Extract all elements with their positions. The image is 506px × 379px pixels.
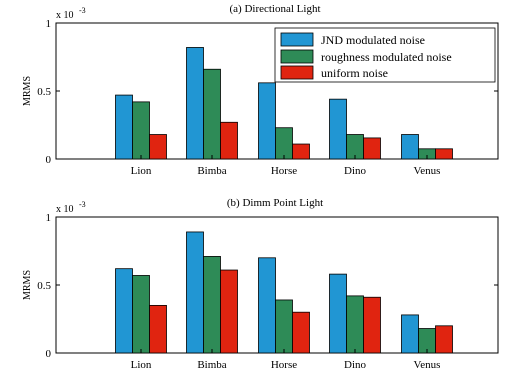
bars-group <box>115 47 453 160</box>
x-tick-label: Lion <box>131 359 152 371</box>
y-tick-label: 1 <box>46 212 52 224</box>
bar-horse-1 <box>258 257 276 354</box>
bar-dino-3 <box>363 296 381 354</box>
y-ticks: 00.51 <box>37 212 498 360</box>
bar-lion-2 <box>132 275 150 354</box>
legend-swatch-roughness <box>280 49 314 64</box>
bar-lion-3 <box>149 134 167 160</box>
bar-horse-1 <box>258 82 276 160</box>
y-ticks: 00.51 <box>37 18 498 166</box>
bar-bimba-2 <box>203 68 221 160</box>
bar-venus-3 <box>435 325 453 354</box>
bar-venus-3 <box>435 148 453 160</box>
y-tick-label: 0.5 <box>37 280 51 292</box>
bar-venus-1 <box>401 314 419 354</box>
x-tick-label: Bimba <box>197 165 226 177</box>
y-tick-label: 0.5 <box>37 86 51 98</box>
bar-bimba-3 <box>220 269 238 354</box>
x-tick-label: Venus <box>414 165 441 177</box>
bar-dino-1 <box>329 98 347 160</box>
bar-dino-2 <box>346 295 364 354</box>
y-axis-label: MRMS <box>22 270 33 300</box>
legend-label-jnd: JND modulated noise <box>321 33 425 47</box>
bars-group <box>115 231 453 354</box>
legend-swatch-uniform <box>280 65 314 80</box>
bar-lion-1 <box>115 94 133 160</box>
bar-bimba-2 <box>203 256 221 354</box>
x-tick-label: Horse <box>271 359 297 371</box>
chart-panel-a: (a) Directional Light x 10 -3 MRMS 00.51… <box>22 3 499 177</box>
x-tick-label: Horse <box>271 165 297 177</box>
legend-label-roughness: roughness modulated noise <box>321 50 452 64</box>
y-axis-label: MRMS <box>22 76 33 106</box>
x-tick-label: Venus <box>414 359 441 371</box>
bar-bimba-1 <box>186 231 204 354</box>
bar-venus-1 <box>401 134 419 160</box>
x-tick-label: Lion <box>131 165 152 177</box>
chart-title: (b) Dimm Point Light <box>227 197 323 209</box>
x-tick-label: Bimba <box>197 359 226 371</box>
chart-panel-b: (b) Dimm Point Light x 10 -3 MRMS 00.51 … <box>22 197 499 371</box>
bar-horse-3 <box>292 143 310 160</box>
bar-bimba-3 <box>220 121 238 160</box>
y-exponent-label: x 10 <box>56 204 74 215</box>
bar-dino-1 <box>329 273 347 354</box>
bar-lion-2 <box>132 101 150 160</box>
bar-horse-2 <box>275 299 293 354</box>
y-tick-label: 0 <box>46 154 52 166</box>
y-exponent-label: x 10 <box>56 10 74 21</box>
x-tick-label: Dino <box>344 359 367 371</box>
bar-lion-3 <box>149 304 167 354</box>
bar-horse-3 <box>292 311 310 354</box>
y-tick-label: 0 <box>46 348 52 360</box>
legend-label-uniform: uniform noise <box>321 66 388 80</box>
bar-horse-2 <box>275 127 293 160</box>
bar-lion-1 <box>115 268 133 354</box>
y-tick-label: 1 <box>46 18 52 30</box>
bar-dino-3 <box>363 137 381 160</box>
y-exponent: -3 <box>79 6 86 15</box>
legend: JND modulated noise roughness modulated … <box>274 27 496 83</box>
chart-title: (a) Directional Light <box>229 3 320 15</box>
x-ticks: Lion Bimba Horse Dino Venus <box>131 349 441 371</box>
bar-bimba-1 <box>186 47 204 160</box>
y-exponent: -3 <box>79 200 86 209</box>
legend-swatch-jnd <box>280 32 314 47</box>
x-tick-label: Dino <box>344 165 367 177</box>
x-ticks: Lion Bimba Horse Dino Venus <box>131 155 441 177</box>
